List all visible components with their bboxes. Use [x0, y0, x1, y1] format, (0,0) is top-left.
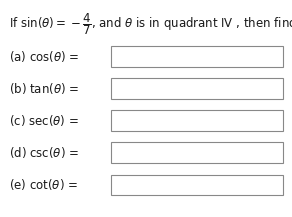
FancyBboxPatch shape [111, 174, 283, 195]
Text: (c) $\sec(\theta)$ =: (c) $\sec(\theta)$ = [9, 113, 79, 128]
FancyBboxPatch shape [111, 46, 283, 67]
FancyBboxPatch shape [111, 142, 283, 163]
FancyBboxPatch shape [111, 78, 283, 99]
Text: (d) $\csc(\theta)$ =: (d) $\csc(\theta)$ = [9, 145, 79, 160]
Text: If $\sin(\theta) = -\dfrac{4}{7}$, and $\theta$ is in quadrant IV , then find: If $\sin(\theta) = -\dfrac{4}{7}$, and $… [9, 11, 292, 36]
FancyBboxPatch shape [111, 110, 283, 131]
Text: (b) $\tan(\theta)$ =: (b) $\tan(\theta)$ = [9, 81, 79, 96]
Text: (a) $\cos(\theta)$ =: (a) $\cos(\theta)$ = [9, 49, 79, 64]
Text: (e) $\cot(\theta)$ =: (e) $\cot(\theta)$ = [9, 177, 78, 192]
